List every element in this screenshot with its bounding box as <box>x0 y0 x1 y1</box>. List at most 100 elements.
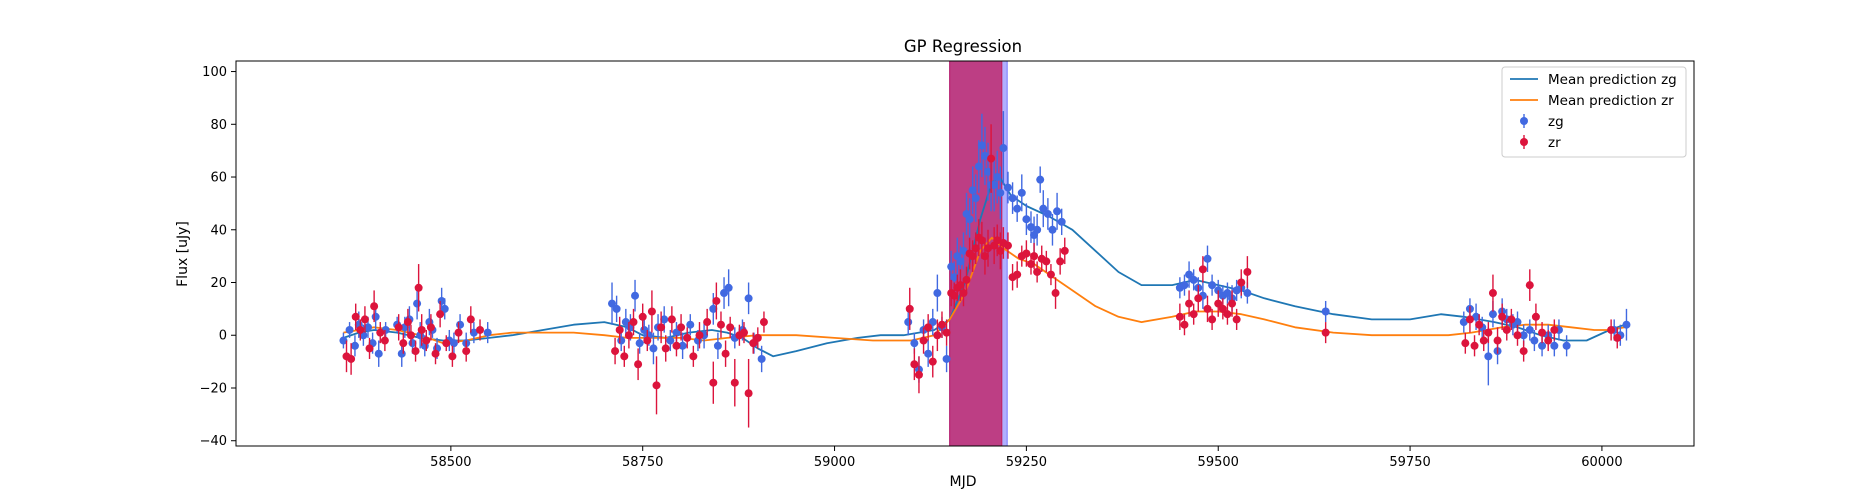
data-point-zg <box>1022 215 1031 224</box>
y-tick-label: 20 <box>210 276 227 291</box>
data-point-zg <box>724 283 733 292</box>
x-axis-ticks: 58500 58750 59000 59250 59500 59750 60000 <box>430 446 1623 470</box>
data-point-zg <box>1472 312 1481 321</box>
data-point-zg <box>413 299 422 308</box>
data-point-zr <box>968 252 977 261</box>
data-point-zg <box>993 173 1002 182</box>
data-point-zr <box>928 357 937 366</box>
y-tick-label: 60 <box>210 171 227 186</box>
data-point-zg <box>1538 341 1547 350</box>
data-point-zr <box>399 339 408 348</box>
data-point-zr <box>448 352 457 361</box>
data-point-zr <box>1465 315 1474 324</box>
data-point-zg <box>942 354 951 363</box>
data-point-zr <box>716 320 725 329</box>
data-point-zg <box>635 339 644 348</box>
data-point-zr <box>1232 315 1241 324</box>
data-point-zg <box>965 215 974 224</box>
y-axis-title: Flux [uJy] <box>175 221 191 287</box>
data-point-zr <box>759 318 768 327</box>
data-point-zg <box>1519 331 1528 340</box>
data-point-zr <box>749 339 758 348</box>
data-point-zg <box>933 289 942 298</box>
data-point-zg <box>686 320 695 329</box>
data-point-zg <box>672 328 681 337</box>
data-point-zg <box>1530 336 1539 345</box>
data-point-zg <box>678 341 687 350</box>
data-point-zr <box>924 323 933 332</box>
data-point-zg <box>1013 204 1022 213</box>
data-point-zr <box>730 378 739 387</box>
data-point-zr <box>933 331 942 340</box>
data-point-zg <box>440 304 449 313</box>
data-point-zr <box>1470 341 1479 350</box>
x-axis-title: MJD <box>950 474 977 490</box>
data-point-zr <box>1488 289 1497 298</box>
data-point-zr <box>1607 325 1616 334</box>
y-tick-label: 80 <box>210 118 227 133</box>
y-tick-label: −20 <box>200 381 227 396</box>
data-point-zr <box>703 318 712 327</box>
data-point-zg <box>956 257 965 266</box>
data-point-zr <box>1003 241 1012 250</box>
data-point-zg <box>371 312 380 321</box>
x-tick-label: 59500 <box>1198 455 1239 470</box>
data-point-zr <box>1033 267 1042 276</box>
data-point-zg <box>612 304 621 313</box>
data-point-zg <box>1180 281 1189 290</box>
x-tick-label: 59750 <box>1389 455 1430 470</box>
data-point-zr <box>376 328 385 337</box>
data-point-zg <box>483 328 492 337</box>
data-point-zg <box>469 328 478 337</box>
data-points <box>339 111 1631 428</box>
data-point-zr <box>414 283 423 292</box>
data-point-zr <box>1051 289 1060 298</box>
x-tick-label: 58500 <box>430 455 471 470</box>
data-point-zg <box>1562 341 1571 350</box>
y-tick-label: 40 <box>210 223 227 238</box>
data-point-zg <box>924 349 933 358</box>
data-point-zr <box>1228 299 1237 308</box>
data-point-zr <box>657 323 666 332</box>
data-point-zr <box>620 352 629 361</box>
data-point-zr <box>980 252 989 261</box>
data-point-zg <box>1484 352 1493 361</box>
data-point-zr <box>611 347 620 356</box>
data-point-zr <box>1507 315 1516 324</box>
data-point-zg <box>999 144 1008 153</box>
y-axis-ticks: −40 −20 0 20 40 60 80 100 <box>200 65 236 449</box>
data-point-zr <box>1214 299 1223 308</box>
x-tick-label: 58750 <box>622 455 663 470</box>
x-tick-label: 59250 <box>1006 455 1047 470</box>
data-point-zr <box>1218 304 1227 313</box>
y-tick-label: 100 <box>202 65 227 80</box>
data-point-zr <box>1525 281 1534 290</box>
data-point-zg <box>709 304 718 313</box>
data-point-zr <box>1493 336 1502 345</box>
x-tick-label: 59000 <box>814 455 855 470</box>
data-point-zr <box>1538 328 1547 337</box>
data-point-zr <box>1198 265 1207 274</box>
data-point-zr <box>1180 320 1189 329</box>
legend-box <box>1501 66 1687 158</box>
data-point-zr <box>370 302 379 311</box>
data-point-zg <box>720 289 729 298</box>
data-point-zg <box>1185 270 1194 279</box>
data-point-zr <box>1194 294 1203 303</box>
data-point-zr <box>667 315 676 324</box>
data-point-zg <box>744 294 753 303</box>
data-point-zr <box>1243 267 1252 276</box>
data-point-zr <box>1203 304 1212 313</box>
data-point-zr <box>1502 325 1511 334</box>
data-point-zr <box>454 328 463 337</box>
data-point-zr <box>1531 312 1540 321</box>
data-point-zg <box>968 186 977 195</box>
mean-prediction-line-zr <box>343 236 1626 345</box>
data-point-zr <box>942 328 951 337</box>
data-point-zr <box>624 331 633 340</box>
data-point-zg <box>608 299 617 308</box>
data-point-zr <box>1208 315 1217 324</box>
data-point-zr <box>647 307 656 316</box>
data-point-zr <box>466 315 475 324</box>
